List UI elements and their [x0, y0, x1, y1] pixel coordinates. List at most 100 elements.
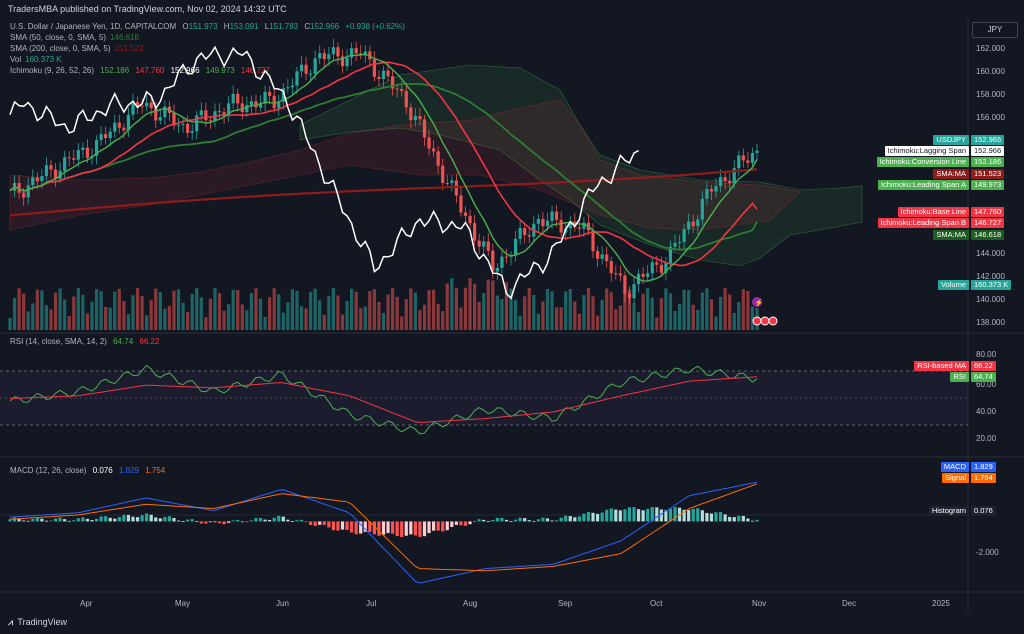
macd-legend[interactable]: MACD (12, 26, close) 0.076 1.829 1.754: [10, 466, 169, 475]
signal-line: [9, 483, 758, 572]
volume-bar: [500, 299, 504, 330]
candle: [664, 263, 668, 273]
volume-legend[interactable]: Vol 160.373 K: [10, 55, 66, 64]
macd-histogram-bar: [35, 517, 39, 522]
macd-histogram-bar: [445, 521, 449, 531]
candle: [381, 70, 386, 79]
candle: [577, 227, 581, 229]
volume-bar: [8, 318, 12, 330]
candle: [559, 219, 563, 233]
ichimoku-legend[interactable]: Ichimoku (9, 26, 52, 26) 152.186 147.760…: [10, 66, 274, 75]
volume-bar: [650, 297, 654, 330]
macd-histogram-bar: [245, 521, 249, 523]
candle: [81, 147, 85, 150]
volume-bar: [418, 309, 422, 330]
macd-histogram-bar: [696, 508, 700, 522]
ichimoku-cloud-bull: [299, 64, 863, 267]
macd-histogram-bar: [618, 510, 622, 522]
candle: [108, 131, 112, 139]
macd-histogram-bar: [741, 515, 745, 522]
candle: [231, 93, 235, 104]
volume-bar: [249, 292, 254, 330]
macd-histogram-bar: [409, 521, 413, 535]
rsi-tag-label: RSI-based MA: [914, 361, 969, 371]
sma200-line: [9, 168, 758, 217]
us-flag-icon[interactable]: [768, 316, 778, 326]
price-tag-value: 152.966: [971, 146, 1005, 156]
macd-histogram-bar: [213, 521, 217, 523]
sma200-legend[interactable]: SMA (200, close, 0, SMA, 5) 151.523: [10, 44, 147, 53]
candle: [391, 76, 395, 89]
price-tag-label: Ichimoku:Leading Span B: [877, 218, 969, 228]
volume-bar: [167, 305, 172, 330]
candle: [500, 256, 504, 268]
macd-histogram-bar: [195, 521, 199, 523]
volume-bar: [687, 290, 691, 330]
price-plot: [8, 38, 759, 330]
sma50-legend[interactable]: SMA (50, close, 0, SMA, 5) 146.618: [10, 33, 143, 42]
volume-bar: [450, 278, 454, 330]
candle: [673, 242, 677, 247]
volume-bar: [290, 289, 295, 330]
candle: [158, 117, 162, 121]
volume-bar: [545, 288, 550, 330]
macd-histogram-bar: [290, 521, 295, 522]
candle: [263, 91, 267, 104]
candle: [190, 131, 194, 133]
rsi-legend[interactable]: RSI (14, close, SMA, 14, 2) 64.74 66.22: [10, 337, 163, 346]
macd-histogram-bar: [149, 514, 153, 522]
macd-histogram-bar: [354, 521, 358, 535]
candle: [135, 101, 140, 106]
volume-bar: [85, 313, 90, 330]
tradingview-logo[interactable]: ⩘ TradingView: [8, 617, 67, 628]
ichimoku-lagging-span: [9, 45, 639, 300]
volume-bar: [472, 283, 477, 330]
candle: [31, 177, 35, 186]
macd-histogram-bar: [67, 520, 71, 522]
rsi-ma-value: 66.22: [139, 337, 160, 346]
macd-line: [9, 481, 758, 584]
macd-histogram-bar: [595, 513, 600, 522]
volume-bar: [17, 288, 21, 330]
macd-histogram-bar: [413, 521, 417, 536]
candle: [236, 93, 240, 104]
price-tag-value: 160.373 K: [971, 280, 1012, 290]
macd-histogram-bar: [263, 519, 267, 522]
us-flag-icon[interactable]: [760, 316, 770, 326]
macd-tag-label: Signal: [942, 473, 969, 483]
candle: [336, 47, 340, 57]
volume-bar: [609, 292, 613, 330]
volume-bar: [554, 307, 559, 330]
macd-histogram-bar: [299, 519, 304, 522]
candle: [432, 148, 436, 152]
volume-bar: [728, 294, 732, 330]
volume-bar: [636, 311, 641, 330]
volume-bar: [217, 293, 222, 330]
volume-bar: [427, 290, 431, 330]
time-tick-jun: Jun: [276, 599, 289, 608]
volume-value: 160.373 K: [25, 55, 62, 64]
macd-histogram-bar: [600, 512, 604, 522]
currency-button[interactable]: JPY: [972, 22, 1018, 38]
candle: [618, 273, 622, 276]
us-flag-icon[interactable]: [752, 316, 762, 326]
volume-bar: [436, 303, 440, 330]
candle: [195, 115, 199, 132]
volume-bar: [318, 300, 322, 330]
candle: [472, 223, 477, 241]
volume-bar: [482, 293, 486, 330]
candle: [145, 102, 149, 107]
macd-histogram-bar: [204, 521, 208, 524]
price-tick: 156.000: [976, 113, 1005, 122]
volume-bar: [99, 291, 103, 330]
macd-histogram-bar: [318, 521, 322, 525]
brand-label: TradingView: [17, 617, 67, 627]
candle: [536, 219, 540, 224]
symbol-legend: U.S. Dollar / Japanese Yen, 1D, CAPITALC…: [10, 22, 409, 31]
candle: [227, 103, 231, 116]
event-lightning-icon[interactable]: [752, 297, 762, 307]
volume-bar: [459, 307, 463, 330]
candle: [99, 134, 103, 140]
candle: [122, 127, 126, 131]
